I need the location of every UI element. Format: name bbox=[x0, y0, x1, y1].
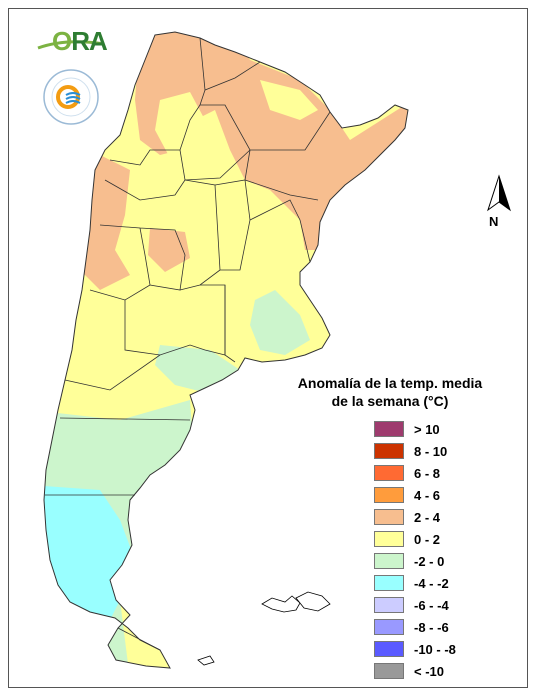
legend-swatch bbox=[374, 531, 404, 547]
legend-swatch bbox=[374, 575, 404, 591]
legend-item: -4 - -2 bbox=[374, 572, 456, 594]
legend-title: Anomalía de la temp. media de la semana … bbox=[292, 374, 488, 410]
legend-item: 4 - 6 bbox=[374, 484, 456, 506]
legend-item: 8 - 10 bbox=[374, 440, 456, 462]
legend-item: 2 - 4 bbox=[374, 506, 456, 528]
legend-label: 4 - 6 bbox=[414, 487, 441, 503]
legend-item: -6 - -4 bbox=[374, 594, 456, 616]
legend-label: 6 - 8 bbox=[414, 465, 441, 481]
islands bbox=[197, 591, 331, 666]
legend-label: 8 - 10 bbox=[414, 443, 448, 459]
legend-swatch bbox=[374, 641, 404, 657]
legend-item: -8 - -6 bbox=[374, 616, 456, 638]
legend-swatch bbox=[374, 421, 404, 437]
legend-label: -6 - -4 bbox=[414, 597, 449, 613]
legend-label: < -10 bbox=[414, 663, 444, 679]
mild-north-patch bbox=[155, 92, 205, 158]
legend-swatch bbox=[374, 597, 404, 613]
legend-swatch bbox=[374, 663, 404, 679]
legend-label: -2 - 0 bbox=[414, 553, 445, 569]
legend-title-line2: de la semana (°C) bbox=[331, 393, 449, 409]
legend-item: -10 - -8 bbox=[374, 638, 456, 660]
province-borders bbox=[43, 31, 409, 669]
warm-nw-zone bbox=[80, 150, 130, 290]
north-label: N bbox=[489, 214, 499, 229]
legend-label: > 10 bbox=[414, 421, 440, 437]
legend-item: -2 - 0 bbox=[374, 550, 456, 572]
legend-swatch bbox=[374, 465, 404, 481]
legend-swatch bbox=[374, 619, 404, 635]
warm-cuyo-zone bbox=[148, 228, 190, 272]
mild-ne-patch bbox=[260, 80, 318, 120]
cool-pampa-zone bbox=[250, 290, 310, 355]
smn-seal-icon bbox=[43, 69, 99, 125]
legend-label: 0 - 2 bbox=[414, 531, 441, 547]
legend-swatch bbox=[374, 443, 404, 459]
ora-logo-text: ORA bbox=[52, 26, 108, 56]
legend-swatch bbox=[374, 509, 404, 525]
legend-label: -10 - -8 bbox=[414, 641, 456, 657]
legend-swatch bbox=[374, 487, 404, 503]
legend-item: 6 - 8 bbox=[374, 462, 456, 484]
legend-title-line1: Anomalía de la temp. media bbox=[297, 375, 483, 391]
north-arrow-icon bbox=[487, 174, 511, 212]
legend: > 10 8 - 10 6 - 8 4 - 6 2 - 4 0 - 2 -2 - 0 -4 -… bbox=[374, 418, 456, 682]
legend-item: < -10 bbox=[374, 660, 456, 682]
legend-item: 0 - 2 bbox=[374, 528, 456, 550]
legend-label: 2 - 4 bbox=[414, 509, 441, 525]
legend-swatch bbox=[374, 553, 404, 569]
legend-item: > 10 bbox=[374, 418, 456, 440]
legend-label: -8 - -6 bbox=[414, 619, 449, 635]
legend-label: -4 - -2 bbox=[414, 575, 449, 591]
ora-swoosh-icon bbox=[37, 40, 105, 50]
